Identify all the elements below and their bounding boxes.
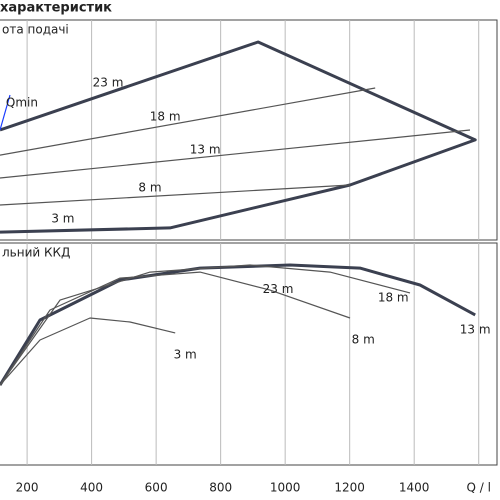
curve-label: 18 m [150, 110, 181, 124]
panel-title: льний ККД [2, 246, 70, 260]
series-line [0, 94, 11, 131]
curve-label: 3 m [174, 348, 197, 362]
x-tick-label: 1000 [270, 481, 301, 495]
panel-title: ота подачі [2, 23, 69, 37]
series-line [0, 264, 411, 386]
series-line [0, 129, 471, 179]
curve-label: 3 m [51, 212, 74, 226]
x-tick-label: 800 [209, 481, 232, 495]
curve-label: 23 m [93, 75, 124, 89]
series-line [0, 263, 476, 386]
panel-frame [0, 19, 498, 241]
x-tick-label: 400 [80, 481, 103, 495]
curve-label: 18 m [378, 291, 409, 305]
panel-frame [0, 242, 498, 466]
series-line [0, 317, 176, 386]
curve-label: 23 m [263, 282, 294, 296]
x-tick-label: Q / l [466, 481, 490, 495]
curve-label: 13 m [190, 143, 221, 157]
x-tick-label: 1400 [399, 481, 430, 495]
series-line [0, 271, 351, 386]
chart-title: характеристик [0, 1, 112, 16]
series-line [0, 184, 351, 206]
curve-label: Qmin [6, 95, 38, 109]
curve-label: 8 m [352, 333, 375, 347]
series-line [0, 87, 376, 156]
curve-label: 8 m [138, 181, 161, 195]
x-tick-label: 600 [145, 481, 168, 495]
x-tick-label: 200 [16, 481, 39, 495]
x-tick-label: 1200 [334, 481, 365, 495]
curve-label: 13 m [460, 323, 491, 337]
series-line [0, 40, 477, 234]
